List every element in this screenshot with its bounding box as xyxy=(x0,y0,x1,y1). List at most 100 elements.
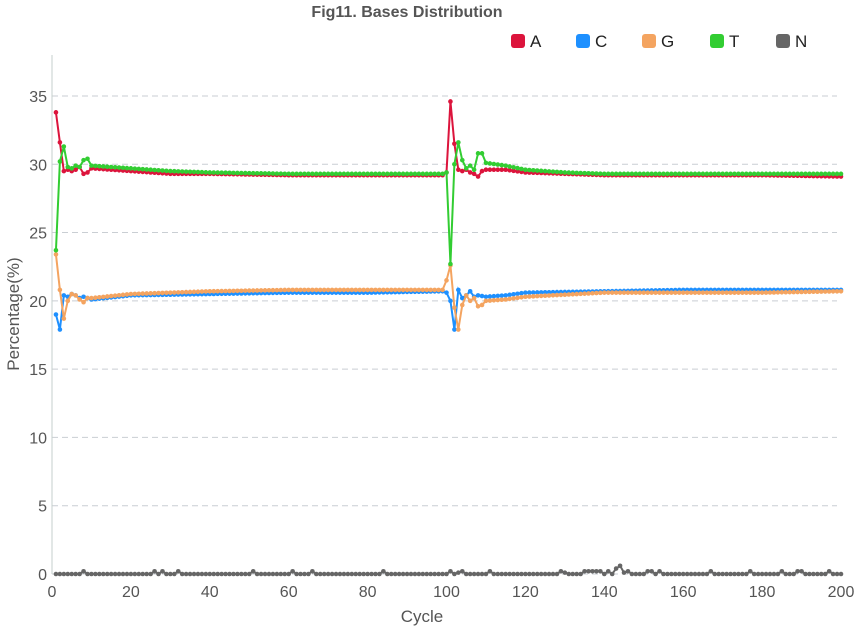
data-point xyxy=(231,288,236,294)
data-point xyxy=(673,571,678,577)
data-point xyxy=(527,290,532,295)
x-tick-label: 200 xyxy=(828,584,855,601)
data-point xyxy=(321,571,327,577)
data-point xyxy=(85,295,90,301)
data-point xyxy=(325,571,331,577)
data-point xyxy=(412,571,418,577)
data-point xyxy=(215,288,220,294)
data-point xyxy=(767,290,773,295)
data-point xyxy=(799,568,804,574)
data-point xyxy=(562,570,568,575)
data-point xyxy=(286,171,292,177)
data-point xyxy=(448,261,453,267)
data-point xyxy=(728,171,733,177)
data-point xyxy=(404,571,410,577)
x-tick-label: 140 xyxy=(591,584,618,601)
data-point xyxy=(495,167,501,173)
data-point xyxy=(388,171,394,177)
data-point xyxy=(475,293,481,298)
data-point xyxy=(558,169,564,175)
data-point xyxy=(436,571,441,577)
data-point xyxy=(818,289,824,294)
data-point xyxy=(637,290,643,295)
data-point xyxy=(574,170,579,176)
data-point xyxy=(270,171,276,176)
data-point xyxy=(617,290,623,295)
data-point xyxy=(751,290,757,295)
data-point xyxy=(475,151,481,156)
data-point xyxy=(546,571,552,577)
data-point xyxy=(696,171,702,177)
data-point xyxy=(369,571,374,577)
data-point xyxy=(53,312,59,317)
legend-item-c[interactable]: C xyxy=(576,32,607,51)
data-point xyxy=(759,571,765,577)
data-point xyxy=(538,293,544,299)
data-point xyxy=(795,171,800,177)
data-point xyxy=(621,171,627,177)
data-point xyxy=(673,171,678,177)
data-point xyxy=(605,290,611,295)
data-point xyxy=(282,287,288,293)
data-point xyxy=(744,171,749,177)
legend-item-t[interactable]: T xyxy=(710,32,739,51)
data-point xyxy=(81,299,86,305)
data-point xyxy=(73,571,78,577)
data-point xyxy=(732,571,737,577)
data-point xyxy=(534,168,540,173)
data-point xyxy=(97,571,102,577)
data-point xyxy=(172,168,177,174)
legend-item-n[interactable]: N xyxy=(776,32,807,51)
data-point xyxy=(436,171,441,177)
data-point xyxy=(199,571,205,577)
data-point xyxy=(791,171,796,177)
data-point xyxy=(641,571,647,577)
data-point xyxy=(172,290,177,295)
data-point xyxy=(653,290,658,295)
data-point xyxy=(179,169,185,174)
data-point xyxy=(491,167,497,173)
data-point xyxy=(811,571,816,577)
data-point xyxy=(558,568,564,574)
data-point xyxy=(811,171,816,177)
data-point xyxy=(633,171,639,177)
data-point xyxy=(440,287,445,293)
data-point xyxy=(542,293,548,299)
data-point xyxy=(152,167,157,173)
data-point xyxy=(815,571,820,577)
series-line-t xyxy=(54,142,841,265)
data-point xyxy=(164,168,169,174)
data-point xyxy=(373,171,378,177)
data-point xyxy=(345,287,351,293)
data-point xyxy=(491,298,497,303)
data-point xyxy=(65,298,71,304)
data-point xyxy=(783,171,789,177)
series-n xyxy=(53,563,844,577)
data-point xyxy=(270,287,276,293)
data-point xyxy=(81,294,86,300)
data-point xyxy=(310,568,315,574)
legend-item-g[interactable]: G xyxy=(642,32,674,51)
data-point xyxy=(183,289,189,295)
data-point xyxy=(669,571,674,577)
data-point xyxy=(499,571,505,577)
legend-item-a[interactable]: A xyxy=(511,32,542,51)
data-point xyxy=(538,290,544,295)
data-point xyxy=(57,287,63,293)
y-tick-label: 15 xyxy=(29,362,47,379)
data-point xyxy=(120,292,126,298)
data-point xyxy=(85,156,90,162)
data-point xyxy=(61,316,67,321)
data-point xyxy=(483,298,489,304)
data-point xyxy=(286,287,292,293)
data-point xyxy=(716,571,721,577)
data-point xyxy=(515,571,520,577)
data-point xyxy=(558,292,564,298)
data-point xyxy=(302,171,307,177)
data-point xyxy=(148,291,153,296)
data-point xyxy=(720,171,725,177)
data-point xyxy=(258,571,264,577)
data-point xyxy=(459,157,465,163)
data-point xyxy=(680,571,686,577)
